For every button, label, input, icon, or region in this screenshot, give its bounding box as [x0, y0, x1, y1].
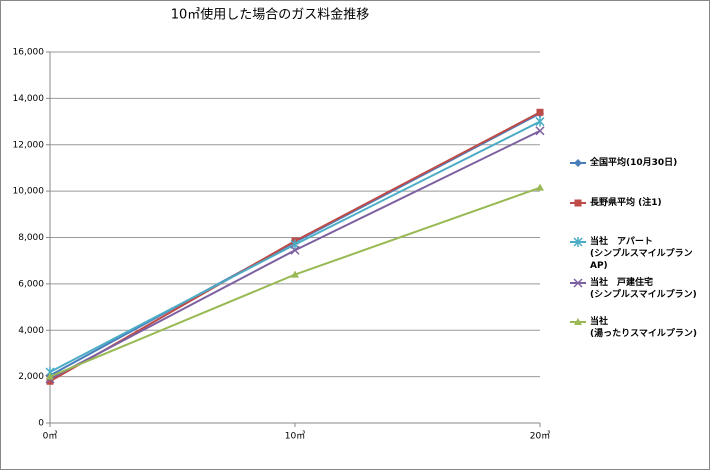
- y-tick-label: 4,000: [18, 326, 44, 336]
- legend-marker: [574, 199, 582, 207]
- data-point: [536, 108, 544, 116]
- y-tick-label: 14,000: [13, 94, 45, 104]
- legend-marker: [574, 318, 582, 325]
- legend-label: 全国平均(10月30日): [590, 158, 678, 168]
- y-tick-label: 10,000: [13, 187, 45, 197]
- x-tick-label: 10㎥: [285, 431, 305, 442]
- x-tick-label: 0㎥: [43, 431, 58, 442]
- data-point: [291, 270, 299, 278]
- data-point: [46, 377, 54, 385]
- legend-label: 長野県平均 (注1): [590, 198, 662, 208]
- legend-marker: [573, 278, 583, 288]
- data-point: [290, 245, 300, 255]
- legend-marker: [574, 159, 582, 167]
- data-point: [46, 372, 54, 380]
- x-tick-label: 20㎥: [530, 431, 550, 442]
- data-point: [535, 126, 545, 136]
- data-point: [536, 183, 544, 191]
- legend-label: 当社 アパート (シンプルスマイルプランAP): [590, 237, 693, 271]
- legend-label: 当社 (湯ったりスマイルプラン): [590, 317, 697, 339]
- y-tick-label: 0: [38, 419, 44, 429]
- chart-title: 10㎥使用した場合のガス料金推移: [171, 7, 370, 23]
- y-tick-label: 12,000: [13, 140, 45, 150]
- legend-marker: [573, 237, 583, 247]
- data-point: [535, 116, 545, 127]
- y-tick-label: 16,000: [13, 48, 45, 58]
- legend-label: 当社 戸建住宅 (シンプルスマイルプラン): [590, 278, 697, 300]
- y-tick-label: 2,000: [18, 372, 44, 382]
- y-tick-label: 8,000: [18, 233, 44, 243]
- y-tick-label: 6,000: [18, 279, 44, 289]
